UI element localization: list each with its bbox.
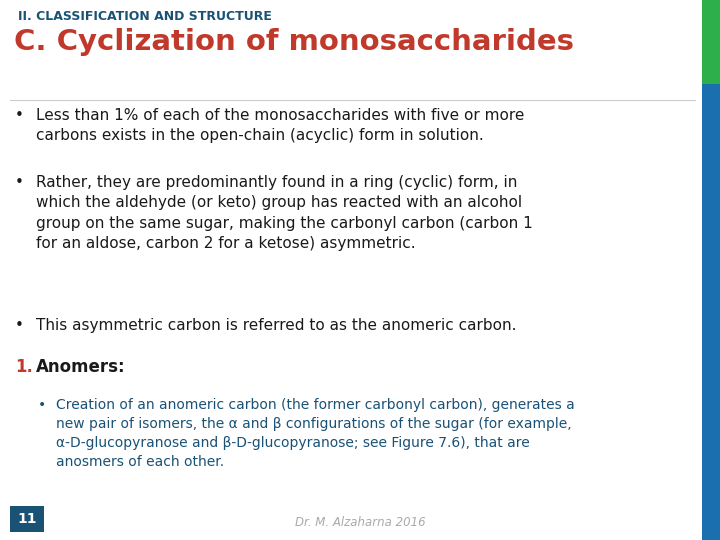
Text: •: •: [15, 175, 24, 190]
Text: II. CLASSIFICATION AND STRUCTURE: II. CLASSIFICATION AND STRUCTURE: [18, 10, 272, 23]
Text: •: •: [38, 398, 46, 412]
Bar: [702, 0, 720, 84]
Text: 11: 11: [17, 512, 37, 526]
FancyBboxPatch shape: [10, 506, 44, 532]
Text: C. Cyclization of monosaccharides: C. Cyclization of monosaccharides: [14, 28, 574, 56]
Text: Creation of an anomeric carbon (the former carbonyl carbon), generates a
new pai: Creation of an anomeric carbon (the form…: [56, 398, 575, 469]
Bar: [702, 84, 720, 540]
Text: Rather, they are predominantly found in a ring (cyclic) form, in
which the aldeh: Rather, they are predominantly found in …: [36, 175, 533, 251]
Text: This asymmetric carbon is referred to as the anomeric carbon.: This asymmetric carbon is referred to as…: [36, 318, 516, 333]
Text: 1.: 1.: [15, 358, 33, 376]
Text: •: •: [15, 108, 24, 123]
Text: •: •: [15, 318, 24, 333]
Text: Less than 1% of each of the monosaccharides with five or more
carbons exists in : Less than 1% of each of the monosacchari…: [36, 108, 524, 144]
Text: Anomers:: Anomers:: [36, 358, 125, 376]
Text: Dr. M. Alzaharna 2016: Dr. M. Alzaharna 2016: [294, 516, 426, 529]
